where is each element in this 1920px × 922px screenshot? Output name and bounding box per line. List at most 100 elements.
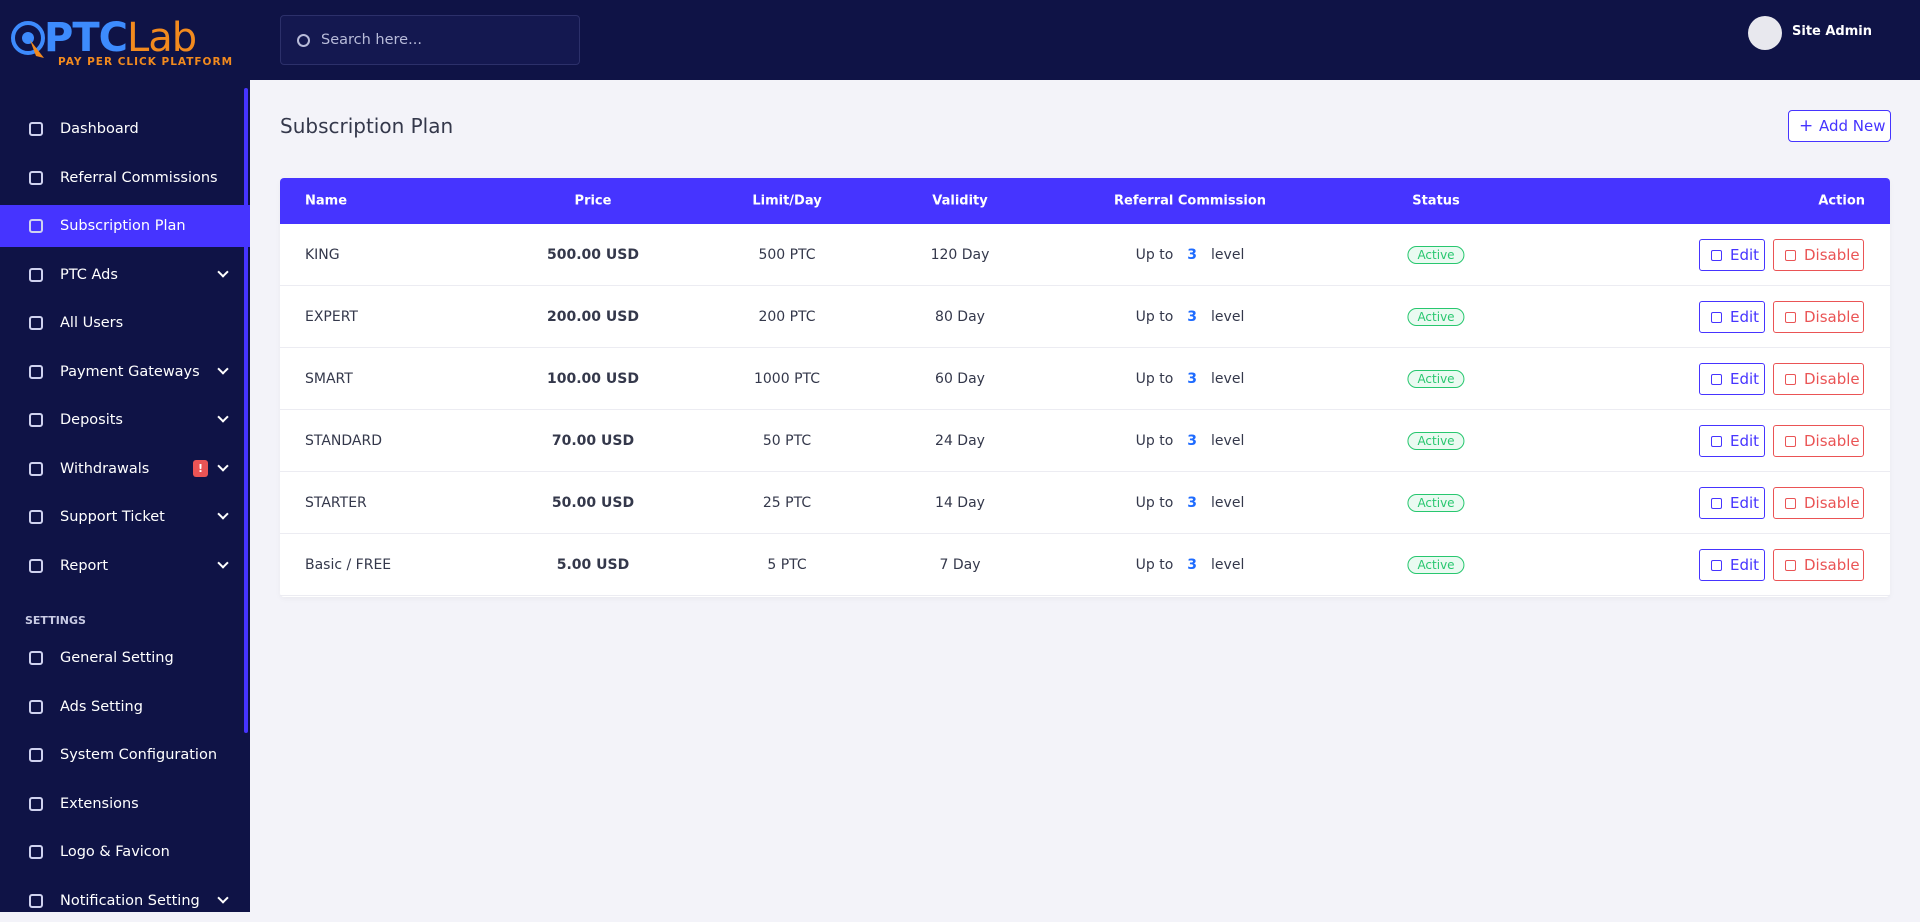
disable-button[interactable]: Disable [1773, 425, 1864, 457]
nav-item[interactable]: Ads Setting [0, 686, 250, 728]
commission-suffix: level [1211, 432, 1245, 449]
nav-label: All Users [60, 315, 124, 331]
column-header: Price [574, 193, 612, 209]
avatar[interactable] [1748, 16, 1782, 50]
nav-chevron [217, 508, 229, 520]
nav-item[interactable]: System Configuration [0, 734, 250, 776]
commission-level: 3 [1187, 370, 1198, 387]
nav-label: System Configuration [60, 747, 218, 763]
disable-button[interactable]: Disable [1773, 239, 1864, 271]
status-cell: Active [1407, 245, 1465, 264]
nav-label: Report [60, 557, 109, 574]
table-row: STARTER 50.00 USD 25 PTC 14 Day Up to 3 level A… [280, 472, 1890, 534]
plan-name: STANDARD [305, 432, 383, 449]
column-header: Status [1412, 193, 1460, 209]
nav-item[interactable]: Subscription Plan [0, 205, 250, 247]
commission-prefix: Up to [1135, 556, 1174, 573]
nav-label: Support Ticket [60, 509, 165, 525]
settings-heading: SETTINGS [25, 614, 86, 627]
add-new-button[interactable]: Add New [1788, 110, 1891, 142]
plan-name: Basic / FREE [305, 556, 392, 573]
brand-a: PTC [44, 15, 128, 61]
brand: PTCLab [44, 15, 197, 61]
status-badge: Active [1407, 555, 1465, 574]
nav-item[interactable]: Dashboard [0, 108, 250, 150]
status-cell: Active [1407, 431, 1465, 450]
plan-price: 50.00 USD [551, 494, 635, 511]
nav-item[interactable]: Payment Gateways [0, 351, 250, 393]
commission-level: 3 [1187, 494, 1198, 511]
plan-validity: 60 Day [935, 370, 985, 387]
nav-icon [29, 796, 43, 811]
edit-button[interactable]: Edit [1699, 425, 1765, 457]
user-name[interactable]: Site Admin [1792, 24, 1872, 39]
disable-button[interactable]: Disable [1773, 363, 1864, 395]
nav-label: Withdrawals [60, 460, 150, 477]
nav-item[interactable]: Notification Setting [0, 880, 250, 922]
column-header: Validity [932, 193, 988, 209]
nav-chevron [217, 459, 229, 472]
edit-button[interactable]: Edit [1699, 487, 1765, 519]
nav-chevron [217, 411, 229, 423]
nav-item[interactable]: Withdrawals! [0, 448, 250, 490]
nav-chevron [217, 362, 229, 375]
table-row: KING 500.00 USD 500 PTC 120 Day Up to 3 level A… [280, 224, 1890, 286]
edit-button[interactable]: Edit [1699, 549, 1765, 581]
commission-suffix: level [1211, 370, 1245, 387]
logo[interactable]: PTCLab PAY PER CLICK PLATFORM [10, 16, 240, 72]
nav-label: Deposits [60, 412, 123, 428]
plan-validity: 24 Day [935, 432, 985, 449]
nav-label: Referral Commissions [60, 169, 218, 186]
nav-item[interactable]: Deposits [0, 399, 250, 441]
nav-icon [29, 267, 43, 282]
referral-commission: Up to 3 level [1136, 247, 1245, 263]
disable-button[interactable]: Disable [1773, 549, 1864, 581]
nav-icon [29, 413, 43, 427]
nav-item[interactable]: PTC Ads [0, 254, 250, 296]
plan-price: 70.00 USD [551, 432, 635, 449]
search-input[interactable]: Search here... [280, 15, 580, 65]
nav-label: Logo & Favicon [60, 844, 170, 860]
nav-label: Subscription Plan [60, 218, 186, 234]
nav-icon [29, 748, 43, 762]
edit-button[interactable]: Edit [1699, 301, 1765, 333]
plan-validity: 80 Day [935, 308, 985, 325]
plan-name: KING [305, 246, 340, 263]
status-badge: Active [1407, 493, 1465, 512]
nav-item[interactable]: Referral Commissions [0, 157, 250, 199]
disable-button[interactable]: Disable [1773, 487, 1864, 519]
nav-icon [29, 510, 43, 524]
plan-limit: 200 PTC [758, 308, 816, 325]
table-row: Basic / FREE 5.00 USD 5 PTC 7 Day Up to 3 leve… [280, 534, 1890, 596]
nav-item[interactable]: Logo & Favicon [0, 831, 250, 873]
nav-chevron [217, 556, 229, 569]
edit-button[interactable]: Edit [1699, 363, 1765, 395]
nav-item[interactable]: General Setting [0, 637, 250, 679]
nav-icon [29, 316, 43, 330]
commission-level: 3 [1187, 246, 1198, 263]
status-badge: Active [1407, 307, 1465, 326]
nav-item[interactable]: Support Ticket [0, 496, 250, 538]
plan-limit: 5 PTC [767, 556, 807, 573]
scrollbar[interactable] [244, 88, 248, 733]
nav-item[interactable]: Report [0, 545, 250, 587]
disable-button[interactable]: Disable [1773, 301, 1864, 333]
commission-level: 3 [1187, 556, 1198, 573]
plan-name: STARTER [305, 494, 367, 511]
edit-button[interactable]: Edit [1699, 239, 1765, 271]
plan-validity: 120 Day [930, 246, 990, 263]
referral-commission: Up to 3 level [1136, 371, 1245, 387]
column-header: Name [305, 193, 348, 209]
status-badge: Active [1407, 431, 1465, 450]
table-row: EXPERT 200.00 USD 200 PTC 80 Day Up to 3 level… [280, 286, 1890, 348]
plan-validity: 7 Day [939, 556, 981, 573]
nav-item[interactable]: All Users [0, 302, 250, 344]
referral-commission: Up to 3 level [1136, 433, 1245, 449]
plan-price: 200.00 USD [547, 308, 639, 325]
nav-item[interactable]: Extensions [0, 783, 250, 825]
commission-level: 3 [1187, 308, 1198, 325]
commission-suffix: level [1211, 494, 1245, 511]
nav-badge: ! [193, 459, 208, 477]
logo-icon [11, 21, 45, 58]
status-cell: Active [1407, 555, 1465, 574]
